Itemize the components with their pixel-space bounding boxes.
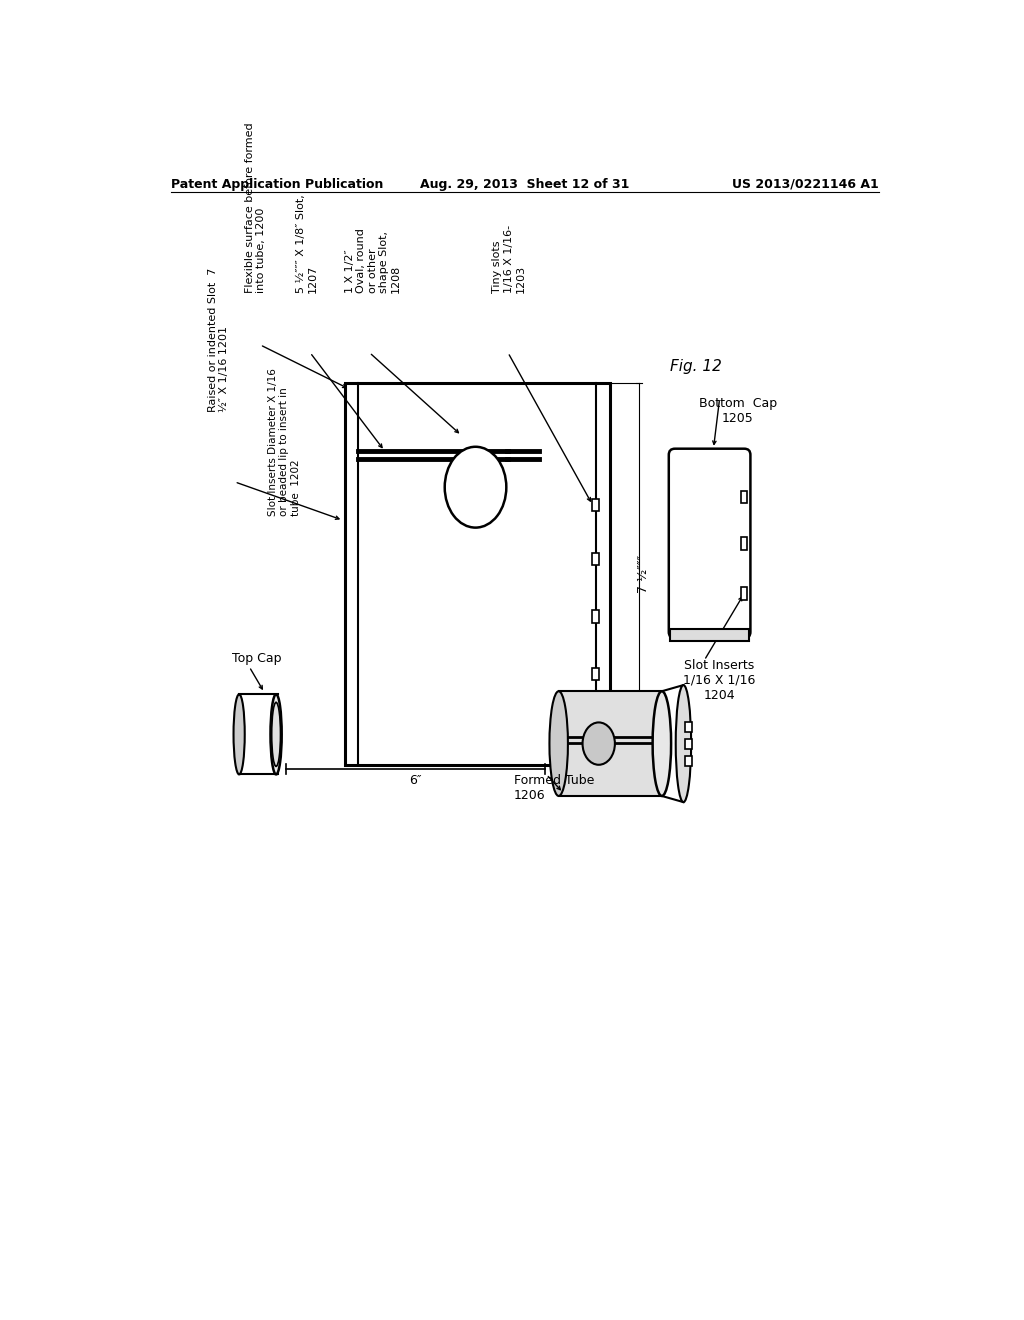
Ellipse shape (444, 446, 506, 528)
Text: US 2013/0221146 A1: US 2013/0221146 A1 (732, 178, 879, 190)
Text: Aug. 29, 2013  Sheet 12 of 31: Aug. 29, 2013 Sheet 12 of 31 (420, 178, 630, 190)
Text: Tiny slots
1/16 X 1/16-
1203: Tiny slots 1/16 X 1/16- 1203 (493, 224, 525, 293)
Bar (592, 668, 599, 681)
Bar (592, 610, 599, 623)
Bar (671, 628, 749, 642)
Text: Slot Inserts
1/16 X 1/16
1204: Slot Inserts 1/16 X 1/16 1204 (683, 659, 756, 702)
Text: 5 ½″″″ X 1/8″ Slot,
1207: 5 ½″″″ X 1/8″ Slot, 1207 (296, 194, 317, 293)
Ellipse shape (233, 694, 245, 775)
Bar (685, 739, 692, 748)
Ellipse shape (550, 692, 568, 796)
Ellipse shape (676, 685, 691, 803)
Bar (592, 553, 599, 565)
Text: 6″: 6″ (410, 774, 422, 787)
Bar (685, 756, 692, 766)
Bar (741, 537, 748, 549)
Bar (741, 491, 748, 503)
Ellipse shape (583, 722, 614, 764)
Text: Slot Inserts Diameter X 1/16
or beaded lip to insert in
tube  1202: Slot Inserts Diameter X 1/16 or beaded l… (267, 368, 301, 516)
Bar (592, 499, 599, 511)
Text: Fig. 12: Fig. 12 (670, 359, 722, 374)
FancyBboxPatch shape (669, 449, 751, 638)
Bar (741, 587, 748, 599)
Text: 1 X 1/2″
Oval, round
or other
shape Slot,
1208: 1 X 1/2″ Oval, round or other shape Slot… (345, 228, 401, 293)
Ellipse shape (270, 694, 282, 775)
Text: Formed Tube
1206: Formed Tube 1206 (514, 775, 594, 803)
Text: Top Cap: Top Cap (232, 652, 282, 665)
Text: Raised or indented Slot  7
½″ X 1/16 1201: Raised or indented Slot 7 ½″ X 1/16 1201 (208, 268, 229, 412)
Bar (345, 383, 609, 766)
Text: Patent Application Publication: Patent Application Publication (171, 178, 383, 190)
Bar (559, 692, 662, 796)
Bar (685, 722, 692, 733)
Text: 7 ½″″″: 7 ½″″″ (637, 556, 650, 593)
Text: Flexible surface before formed
into tube, 1200: Flexible surface before formed into tube… (245, 123, 266, 293)
Text: Bottom  Cap
1205: Bottom Cap 1205 (698, 397, 777, 425)
Ellipse shape (271, 702, 281, 767)
Ellipse shape (652, 692, 671, 796)
